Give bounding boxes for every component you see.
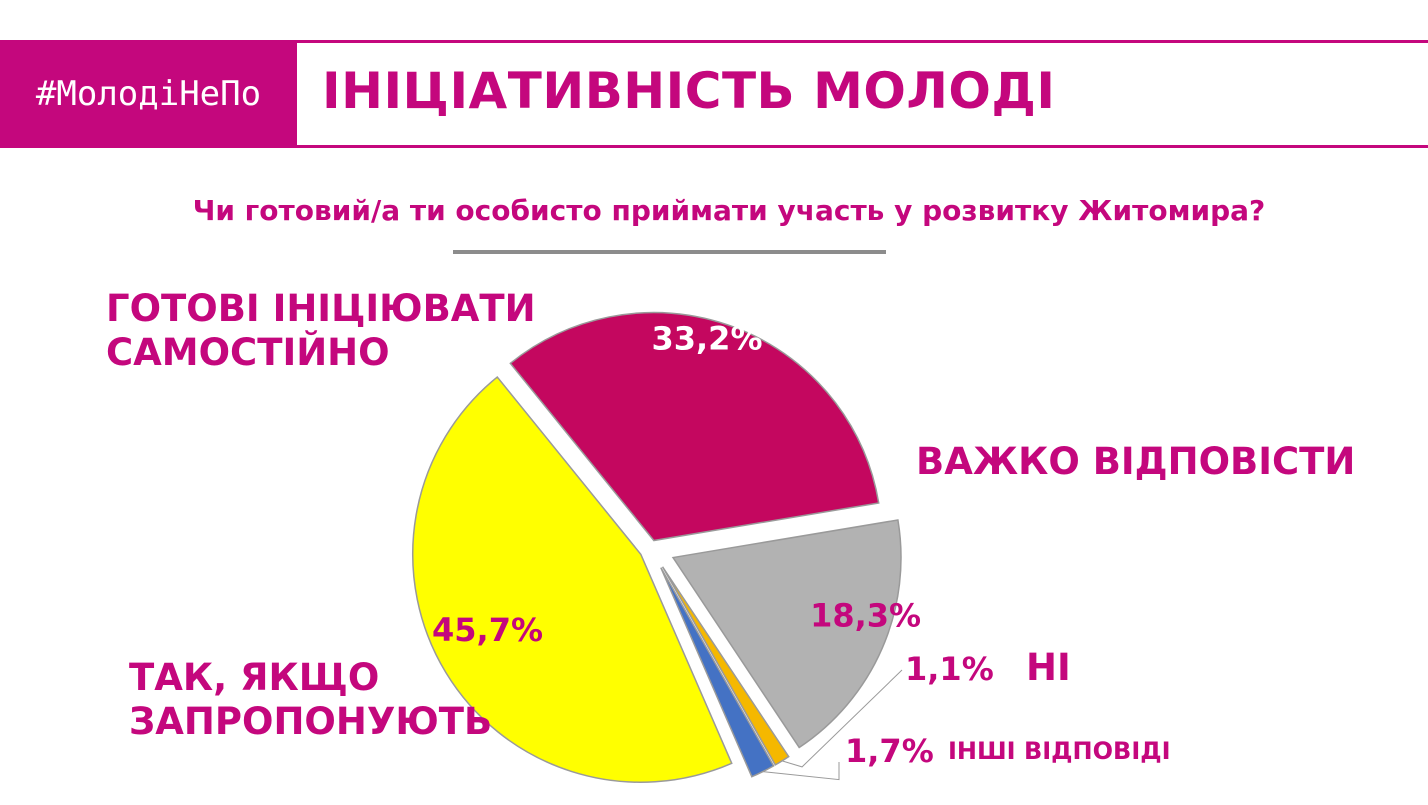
chart-title: Чи готовий/а ти особисто приймати участь… [192, 194, 1266, 227]
pie-slice-4 [412, 375, 733, 783]
slice-category-label-3: ІНШІ ВІДПОВІДІ [948, 737, 1171, 766]
slice-value-label-3: 1,7% [845, 732, 934, 770]
slice-category-label-0-line-0: ГОТОВІ ІНІЦІЮВАТИ [106, 287, 536, 330]
hashtag-text: #МолодіНеПо [35, 74, 262, 114]
slice-value-label-1: 18,3% [810, 596, 921, 634]
slice-category-label-0: ГОТОВІ ІНІЦІЮВАТИ САМОСТІЙНО [106, 287, 536, 376]
leader-line-3 [762, 762, 840, 781]
title-divider [453, 250, 886, 254]
header-top-line [0, 40, 1428, 43]
slice-category-label-3-line-0: ІНШІ ВІДПОВІДІ [948, 737, 1171, 765]
pie-slice-0 [509, 311, 880, 542]
slice-category-label-0-line-1: САМОСТІЙНО [106, 331, 390, 375]
slice-value-label-4: 45,7% [432, 611, 543, 649]
slice-category-label-1-line-0: ВАЖКО ВІДПОВІСТИ [916, 440, 1356, 483]
slice-value-label-0: 33,2% [651, 319, 762, 357]
slice-category-label-4-line-1: ЗАПРОПОНУЮТЬ [129, 700, 493, 744]
page-title: ІНІЦІАТИВНІСТЬ МОЛОДІ [322, 62, 1056, 120]
hashtag-badge: #МолодіНеПо [0, 40, 297, 148]
slice-category-label-4: ТАК, ЯКЩО ЗАПРОПОНУЮТЬ [129, 656, 492, 745]
header-bottom-line [0, 145, 1428, 148]
slice-category-label-2-line-0: НІ [1026, 646, 1071, 689]
slice-value-label-2: 1,1% [905, 650, 994, 688]
slice-category-label-4-line-0: ТАК, ЯКЩО [129, 656, 380, 699]
slice-category-label-1: ВАЖКО ВІДПОВІСТИ [916, 440, 1355, 484]
slice-category-label-2: НІ [1026, 646, 1071, 690]
pie-slice-1 [671, 519, 902, 749]
leader-line-2 [781, 669, 903, 768]
